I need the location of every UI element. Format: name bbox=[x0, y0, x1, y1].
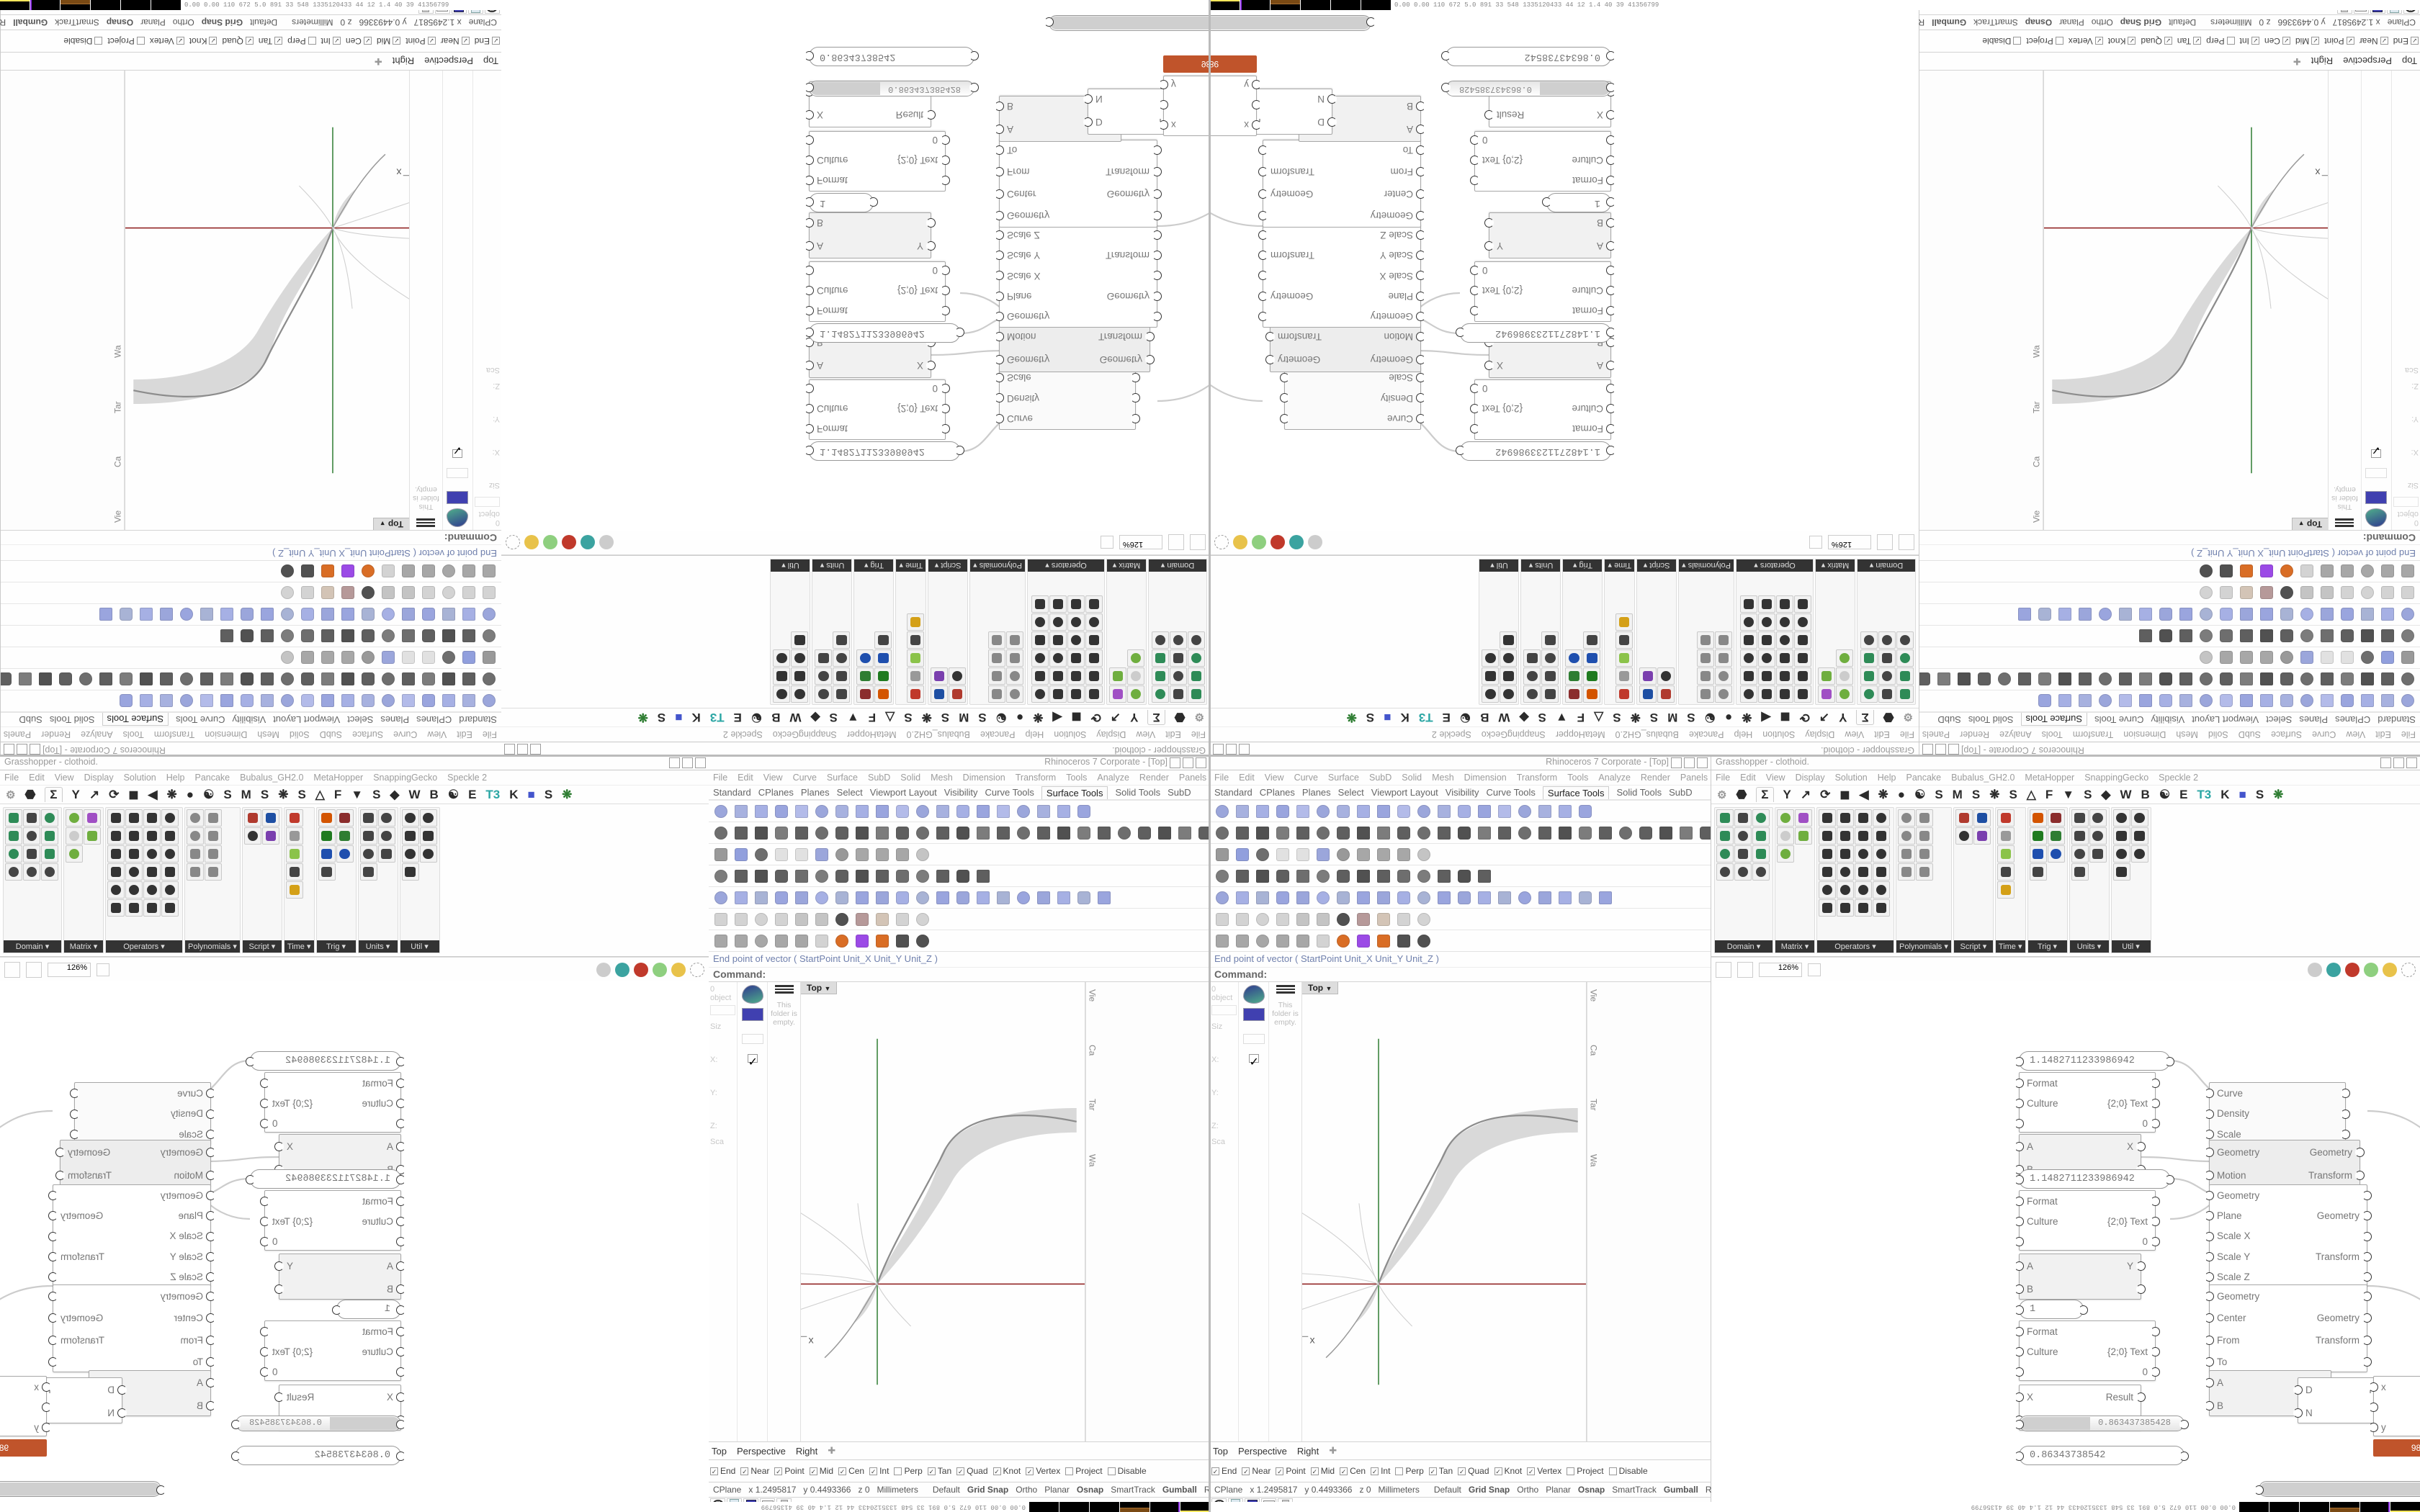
svg-text:x: x bbox=[809, 1334, 814, 1346]
svg-text:x: x bbox=[396, 166, 401, 178]
svg-text:x: x bbox=[1310, 1334, 1315, 1346]
svg-text:x: x bbox=[2315, 166, 2320, 178]
